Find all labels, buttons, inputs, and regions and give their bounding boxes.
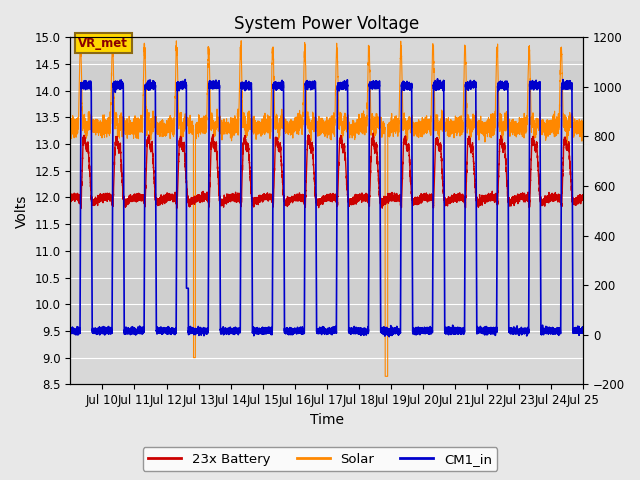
Solar	[67, 131, 74, 136]
CM1_in	[579, 326, 587, 332]
Line: 23x Battery: 23x Battery	[70, 133, 583, 208]
Bar	[70, 61, 583, 334]
CM1_in	[92, 330, 100, 336]
Solar	[92, 117, 100, 123]
X-axis label: Time: Time	[310, 413, 344, 427]
CM1_in	[385, 334, 393, 339]
23x Battery	[369, 130, 377, 136]
Line: Solar: Solar	[70, 41, 583, 376]
CM1_in	[252, 331, 260, 336]
CM1_in	[434, 76, 442, 82]
Y-axis label: Volts: Volts	[15, 194, 29, 228]
23x Battery	[447, 197, 454, 203]
Solar	[237, 38, 245, 44]
Solar	[252, 136, 260, 142]
23x Battery	[392, 194, 400, 200]
Title: System Power Voltage: System Power Voltage	[234, 15, 419, 33]
CM1_in	[447, 327, 454, 333]
23x Battery	[173, 205, 180, 211]
23x Battery	[67, 197, 74, 203]
CM1_in	[392, 326, 400, 332]
Solar	[392, 121, 400, 127]
CM1_in	[474, 329, 482, 335]
Line: CM1_in: CM1_in	[70, 79, 583, 336]
23x Battery	[370, 140, 378, 146]
23x Battery	[474, 200, 482, 205]
Text: VR_met: VR_met	[79, 37, 128, 50]
Solar	[579, 127, 587, 132]
Solar	[474, 128, 482, 134]
CM1_in	[370, 85, 378, 91]
23x Battery	[579, 194, 587, 200]
Solar	[370, 123, 378, 129]
Solar	[381, 373, 389, 379]
23x Battery	[92, 199, 100, 204]
CM1_in	[67, 328, 74, 334]
23x Battery	[252, 198, 260, 204]
Solar	[447, 129, 454, 135]
Legend: 23x Battery, Solar, CM1_in: 23x Battery, Solar, CM1_in	[143, 447, 497, 471]
